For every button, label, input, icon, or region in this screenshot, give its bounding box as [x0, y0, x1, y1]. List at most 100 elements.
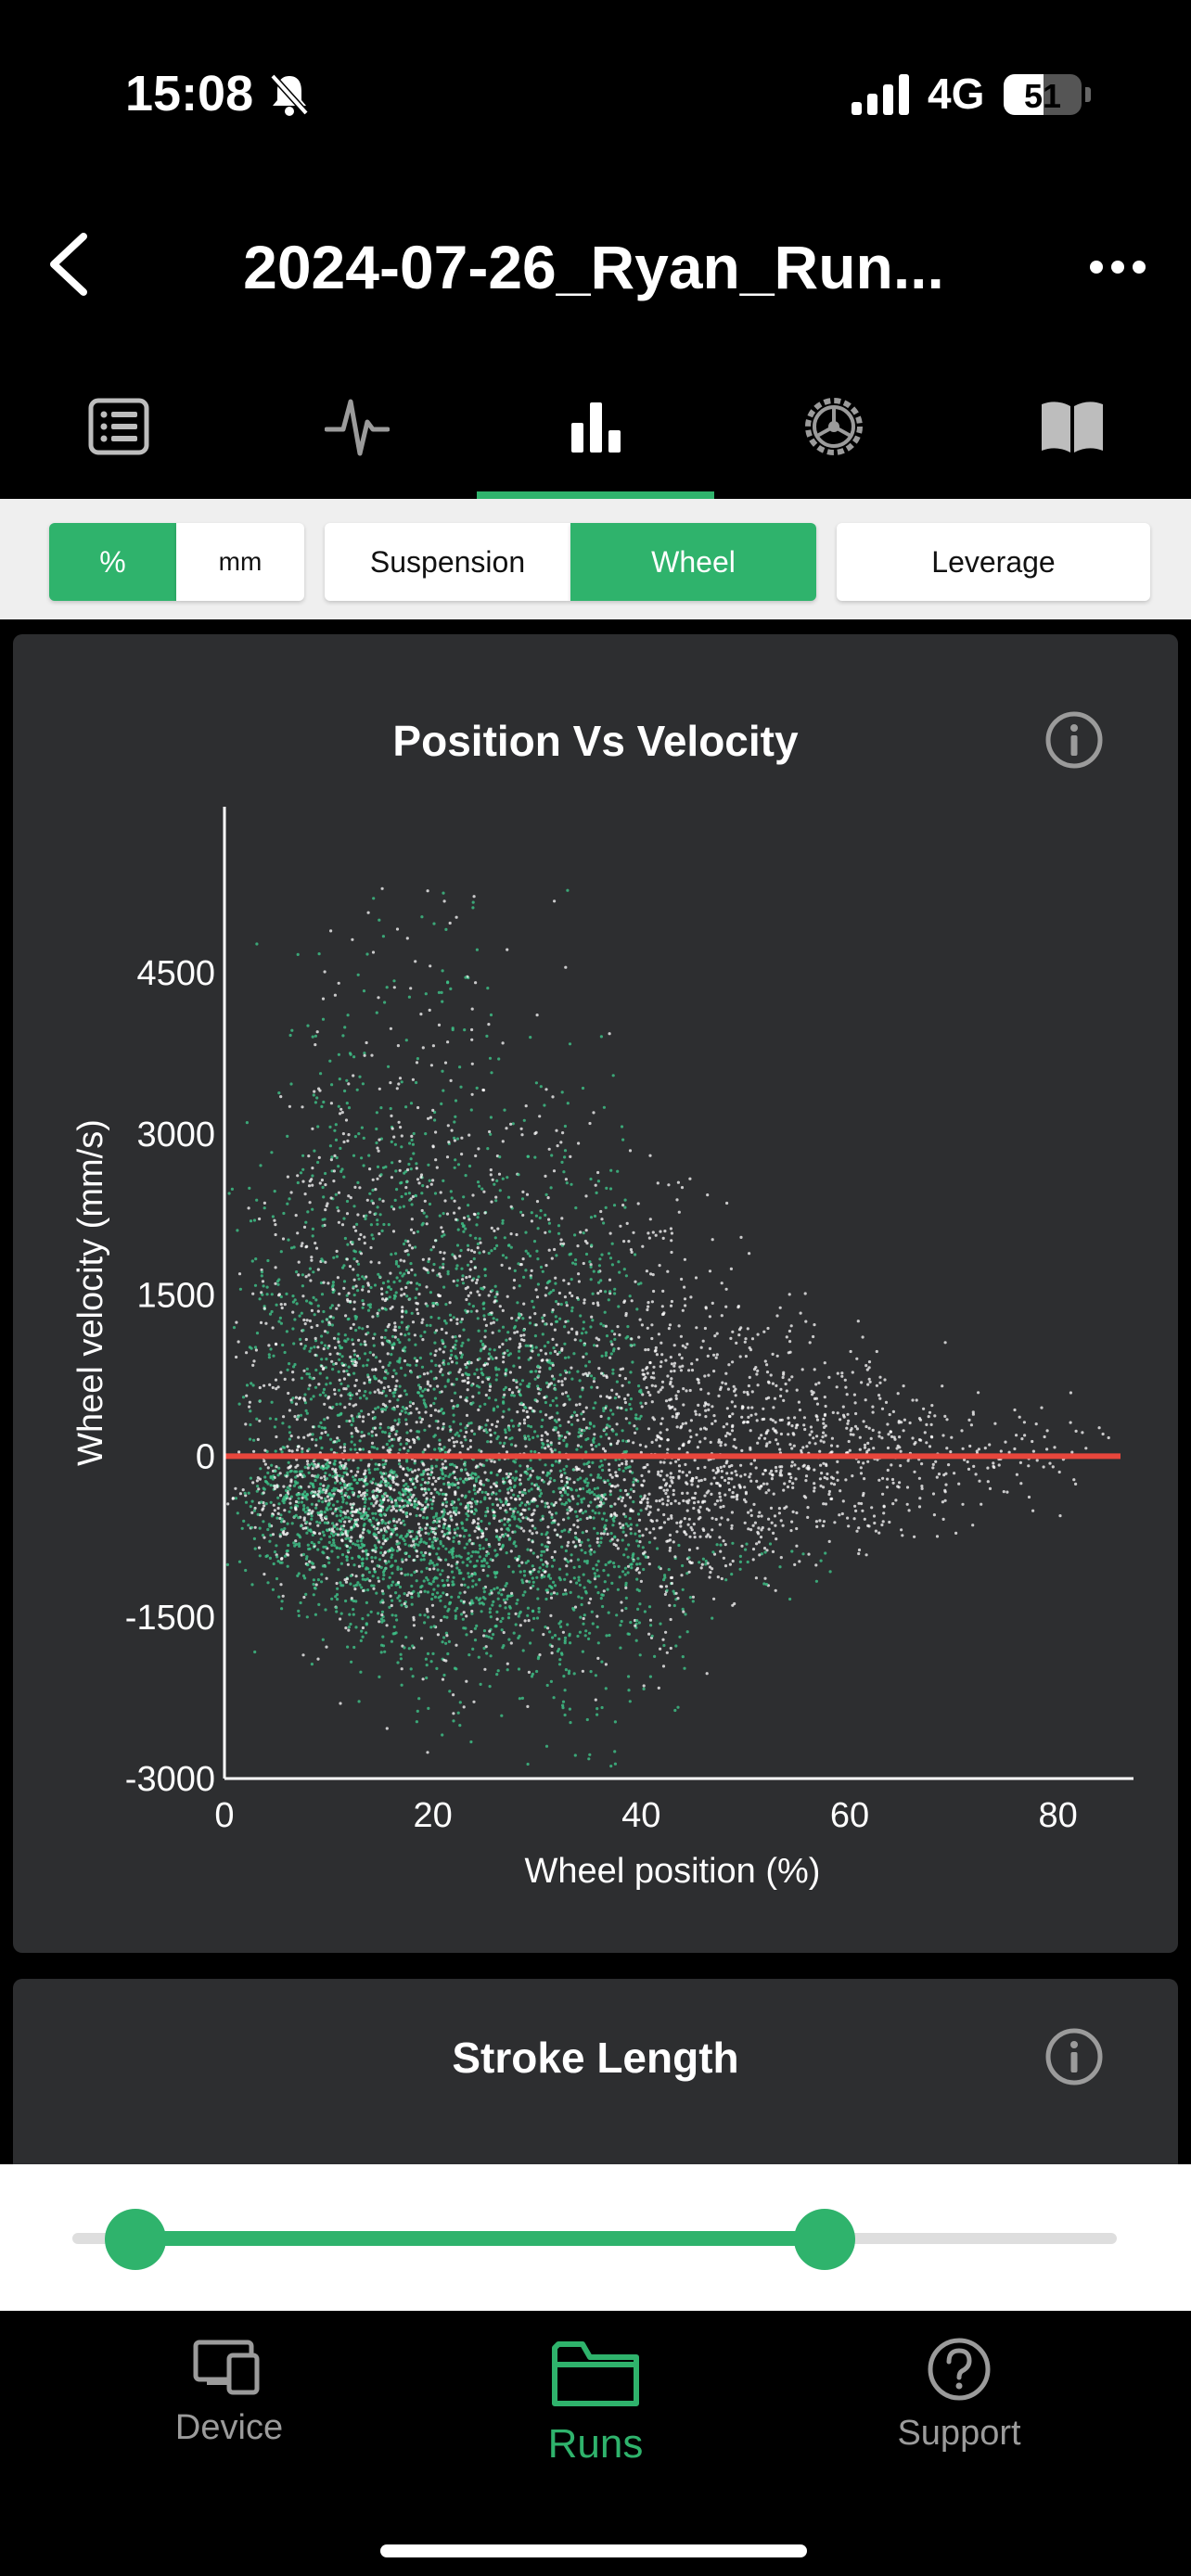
tab-statistics[interactable] — [477, 371, 714, 482]
scatter-point — [337, 1165, 340, 1168]
scatter-point — [649, 1624, 653, 1627]
scatter-point — [420, 915, 424, 919]
scatter-point — [512, 1631, 516, 1635]
scatter-point — [428, 1008, 431, 1012]
scatter-point — [506, 948, 509, 951]
scatter-point — [500, 1263, 504, 1267]
scatter-point — [412, 1615, 416, 1619]
scatter-point — [338, 1358, 341, 1361]
scatter-point — [263, 1536, 266, 1539]
scatter-point — [420, 1208, 424, 1213]
scatter-point — [644, 1445, 647, 1448]
leverage-button[interactable]: Leverage — [837, 523, 1150, 601]
scatter-point — [450, 1129, 454, 1132]
scatter-point — [482, 1318, 486, 1321]
tab-setup[interactable] — [715, 371, 953, 482]
scatter-point — [354, 1600, 358, 1603]
scatter-point — [400, 1683, 403, 1687]
scatter-point — [579, 1615, 583, 1619]
tab-notes[interactable] — [954, 371, 1191, 482]
scatter-point — [313, 1586, 316, 1590]
scatter-point — [628, 1700, 632, 1703]
scatter-point — [408, 1297, 412, 1301]
scatter-point — [494, 1424, 498, 1428]
scatter-point — [443, 1466, 448, 1470]
scatter-point — [354, 1426, 358, 1430]
scatter-point — [366, 1308, 371, 1312]
scatter-point — [513, 1478, 517, 1482]
scatter-point — [566, 1511, 570, 1515]
scatter-point — [715, 1353, 719, 1357]
scatter-point — [563, 1577, 567, 1581]
scatter-point — [344, 1580, 349, 1584]
scatter-point — [509, 1245, 513, 1249]
scatter-point — [413, 1545, 416, 1549]
scatter-point — [544, 1560, 548, 1563]
scatter-point — [326, 1521, 329, 1525]
scatter-point — [511, 1511, 515, 1515]
scatter-point — [531, 1540, 534, 1544]
scatter-point — [486, 1492, 490, 1497]
scatter-point — [426, 1651, 430, 1655]
scatter-point — [779, 1394, 783, 1398]
back-chevron-icon[interactable] — [37, 227, 102, 301]
scatter-point — [401, 1406, 404, 1409]
scatter-point — [314, 1368, 318, 1372]
scatter-point — [706, 1193, 710, 1197]
tab-traces[interactable] — [238, 371, 476, 482]
scatter-point — [790, 1424, 794, 1428]
scatter-point — [399, 1366, 403, 1370]
scatter-point — [335, 1514, 339, 1518]
scatter-point — [442, 1636, 446, 1639]
scatter-point — [433, 1396, 437, 1400]
scatter-point — [431, 1301, 435, 1306]
scatter-point — [536, 1387, 540, 1391]
wheel-button[interactable]: Wheel — [570, 523, 816, 601]
scatter-point — [969, 1423, 973, 1427]
scatter-point — [361, 1549, 365, 1553]
scatter-point — [1031, 1449, 1035, 1453]
scatter-point — [391, 1505, 395, 1509]
scatter-point — [454, 1433, 457, 1436]
scatter-point — [425, 1523, 429, 1526]
scatter-point — [367, 1450, 371, 1454]
scatter-point — [443, 1061, 448, 1065]
scatter-point — [305, 1498, 309, 1501]
scatter-point — [530, 1219, 534, 1223]
scatter-point — [497, 1329, 501, 1333]
scatter-point — [381, 1282, 386, 1285]
scatter-point — [587, 1360, 592, 1364]
scatter-point — [355, 1392, 359, 1396]
scatter-point — [730, 1477, 734, 1481]
scatter-point — [425, 1323, 429, 1327]
scatter-point — [802, 1463, 806, 1467]
scatter-point — [380, 1599, 384, 1602]
scatter-point — [518, 1564, 521, 1568]
scatter-point — [705, 1672, 709, 1676]
scatter-point — [830, 1436, 835, 1440]
scatter-point — [569, 1252, 573, 1256]
scatter-point — [779, 1556, 783, 1560]
scatter-point — [457, 1541, 461, 1545]
scatter-point — [320, 1104, 324, 1108]
scatter-point — [532, 1616, 536, 1620]
info-icon[interactable] — [1044, 710, 1104, 770]
scatter-point — [490, 1200, 493, 1204]
tab-run-list[interactable] — [0, 371, 237, 482]
scatter-point — [477, 1475, 480, 1479]
scatter-point — [365, 1516, 369, 1520]
scatter-point — [670, 1250, 673, 1255]
unit-mm-button[interactable]: mm — [176, 523, 304, 601]
suspension-button[interactable]: Suspension — [325, 523, 570, 601]
scatter-point — [977, 1391, 980, 1395]
more-options-icon[interactable] — [1085, 249, 1150, 286]
scatter-point — [533, 1526, 537, 1530]
scatter-point — [431, 1304, 435, 1307]
scatter-point — [445, 1615, 449, 1619]
scatter-point — [680, 1357, 684, 1360]
scatter-point — [633, 1424, 636, 1428]
scatter-point — [483, 1274, 487, 1278]
scatter-point — [615, 1380, 620, 1384]
scatter-point — [614, 1473, 618, 1477]
unit-percent-button[interactable]: % — [49, 523, 176, 601]
